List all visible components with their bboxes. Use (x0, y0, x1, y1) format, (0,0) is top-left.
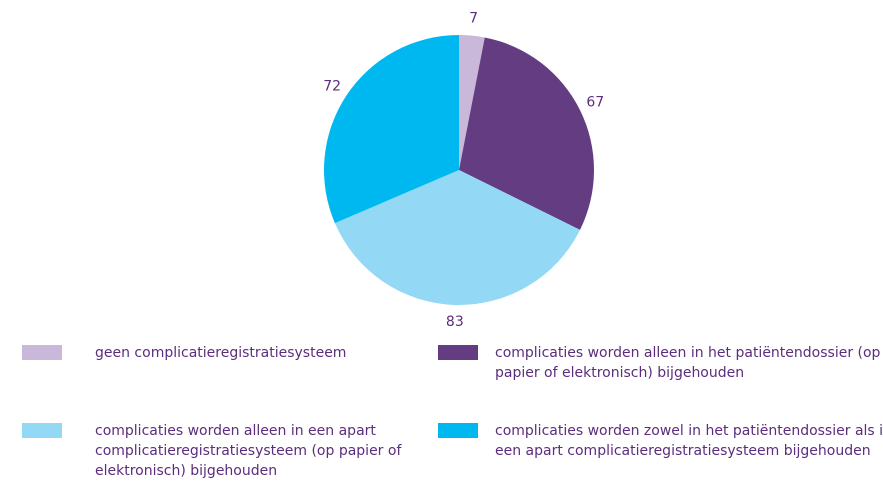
data-label: 7 (469, 11, 478, 27)
chart: 7 67 83 72 (323, 11, 604, 330)
data-label: 83 (446, 314, 464, 330)
legend-label: geen complicatieregistratiesysteem (95, 345, 347, 361)
legend-swatch (22, 423, 62, 438)
legend-item: geen complicatieregistratiesysteem (22, 343, 395, 363)
legend-item: complicaties worden alleen in het patiën… (438, 343, 883, 383)
pie-slice (334, 170, 580, 305)
legend-swatch (438, 345, 478, 360)
legend-item: complicaties worden zowel in het patiënt… (438, 421, 883, 461)
pie-slice (324, 35, 459, 224)
legend-label: complicaties worden alleen in het patiën… (495, 345, 881, 381)
data-label: 72 (323, 78, 341, 94)
legend-item: complicaties worden alleen in een apart … (22, 421, 435, 481)
legend-label: complicaties worden alleen in een apart … (95, 423, 402, 479)
pie-slice (459, 37, 595, 230)
legend-label: complicaties worden zowel in het patiënt… (495, 423, 883, 459)
legend-swatch (22, 345, 62, 360)
legend-swatch (438, 423, 478, 438)
data-label: 67 (586, 95, 604, 111)
pie-slice (459, 35, 485, 170)
